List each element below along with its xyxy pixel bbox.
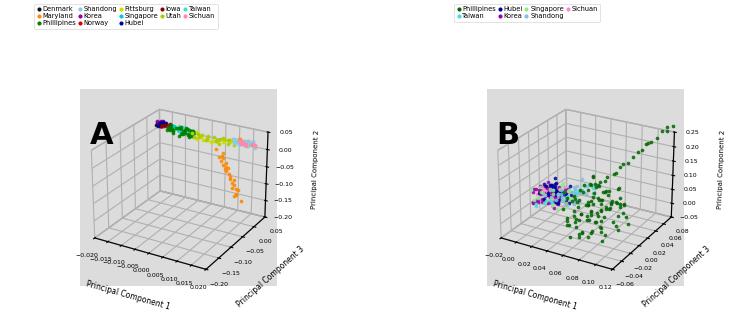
X-axis label: Principal Component 1: Principal Component 1: [492, 280, 578, 312]
Y-axis label: Principal Component 3: Principal Component 3: [234, 244, 306, 308]
Text: B: B: [497, 121, 520, 150]
Text: A: A: [90, 121, 114, 150]
Y-axis label: Principal Component 3: Principal Component 3: [641, 244, 712, 308]
X-axis label: Principal Component 1: Principal Component 1: [85, 280, 172, 312]
Legend: Phillipines, Taiwan, Hubei, Korea, Singapore, Shandong, Sichuan: Phillipines, Taiwan, Hubei, Korea, Singa…: [455, 3, 600, 22]
Legend: Denmark, Maryland, Phillipines, Shandong, Korea, Norway, Pittsburg, Singapore, H: Denmark, Maryland, Phillipines, Shandong…: [34, 3, 218, 29]
